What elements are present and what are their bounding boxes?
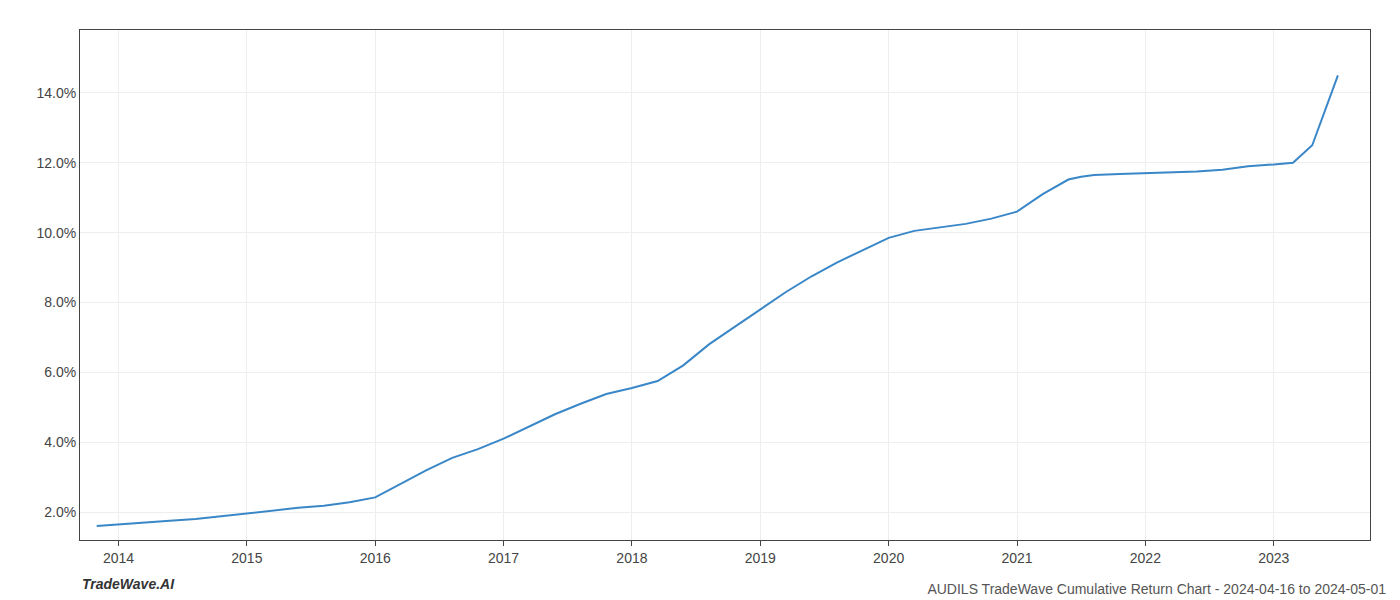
svg-text:2.0%: 2.0%	[44, 504, 76, 520]
svg-text:2014: 2014	[103, 550, 134, 566]
svg-text:14.0%: 14.0%	[36, 85, 76, 101]
svg-text:2022: 2022	[1130, 550, 1161, 566]
svg-text:2016: 2016	[360, 550, 391, 566]
svg-text:2023: 2023	[1258, 550, 1289, 566]
svg-text:8.0%: 8.0%	[44, 294, 76, 310]
svg-text:12.0%: 12.0%	[36, 155, 76, 171]
svg-text:2017: 2017	[488, 550, 519, 566]
svg-text:10.0%: 10.0%	[36, 225, 76, 241]
svg-text:6.0%: 6.0%	[44, 364, 76, 380]
svg-text:2021: 2021	[1001, 550, 1032, 566]
svg-text:2018: 2018	[616, 550, 647, 566]
svg-text:2020: 2020	[873, 550, 904, 566]
svg-text:TradeWave.AI: TradeWave.AI	[82, 576, 175, 592]
svg-text:4.0%: 4.0%	[44, 434, 76, 450]
svg-text:2015: 2015	[231, 550, 262, 566]
svg-text:2019: 2019	[745, 550, 776, 566]
svg-text:AUDILS TradeWave Cumulative Re: AUDILS TradeWave Cumulative Return Chart…	[927, 581, 1386, 597]
